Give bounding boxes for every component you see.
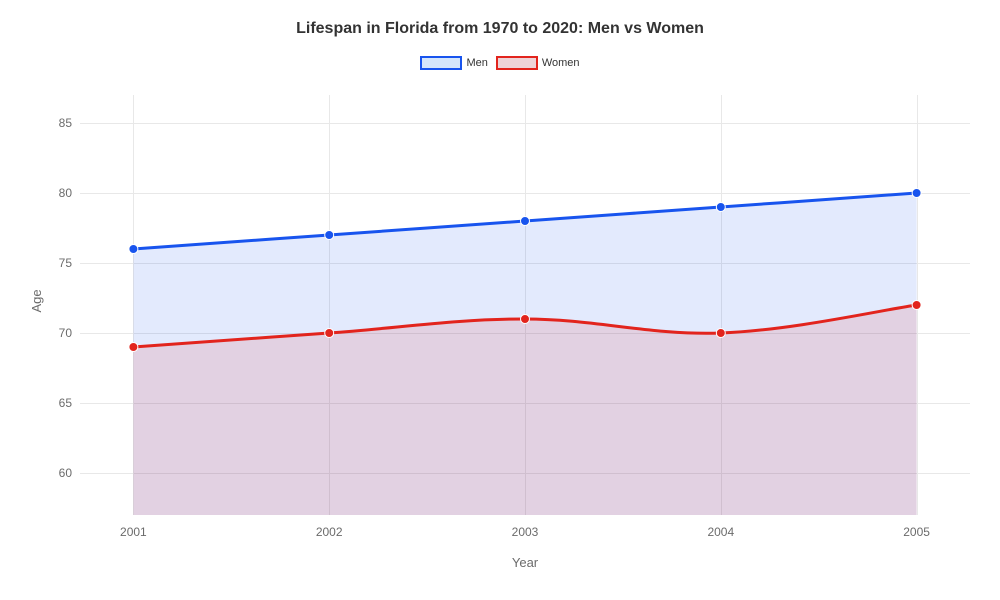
legend-label-women: Women bbox=[542, 57, 580, 69]
y-tick-label: 65 bbox=[59, 396, 80, 410]
x-axis-label: Year bbox=[512, 555, 538, 570]
chart-title: Lifespan in Florida from 1970 to 2020: M… bbox=[0, 0, 1000, 38]
legend-item-women[interactable]: Women bbox=[496, 56, 580, 70]
legend-swatch-men bbox=[420, 56, 462, 70]
y-tick-label: 80 bbox=[59, 186, 80, 200]
x-tick-label: 2004 bbox=[707, 515, 734, 539]
data-point-men[interactable] bbox=[716, 203, 725, 212]
data-point-men[interactable] bbox=[325, 231, 334, 240]
data-point-women[interactable] bbox=[912, 301, 921, 310]
x-tick-label: 2005 bbox=[903, 515, 930, 539]
legend-label-men: Men bbox=[466, 57, 487, 69]
plot-area: 60657075808520012002200320042005 bbox=[80, 95, 970, 515]
x-tick-label: 2002 bbox=[316, 515, 343, 539]
chart-container: Lifespan in Florida from 1970 to 2020: M… bbox=[0, 0, 1000, 600]
y-tick-label: 60 bbox=[59, 466, 80, 480]
legend-swatch-women bbox=[496, 56, 538, 70]
data-point-men[interactable] bbox=[912, 189, 921, 198]
y-tick-label: 75 bbox=[59, 256, 80, 270]
x-tick-label: 2001 bbox=[120, 515, 147, 539]
y-tick-label: 85 bbox=[59, 116, 80, 130]
data-point-women[interactable] bbox=[129, 343, 138, 352]
data-point-women[interactable] bbox=[716, 329, 725, 338]
x-tick-label: 2003 bbox=[512, 515, 539, 539]
legend-item-men[interactable]: Men bbox=[420, 56, 487, 70]
data-point-men[interactable] bbox=[129, 245, 138, 254]
data-point-men[interactable] bbox=[521, 217, 530, 226]
y-axis-label: Age bbox=[29, 289, 44, 312]
legend: Men Women bbox=[0, 56, 1000, 70]
data-point-women[interactable] bbox=[325, 329, 334, 338]
series-layer bbox=[80, 95, 970, 515]
y-tick-label: 70 bbox=[59, 326, 80, 340]
data-point-women[interactable] bbox=[521, 315, 530, 324]
